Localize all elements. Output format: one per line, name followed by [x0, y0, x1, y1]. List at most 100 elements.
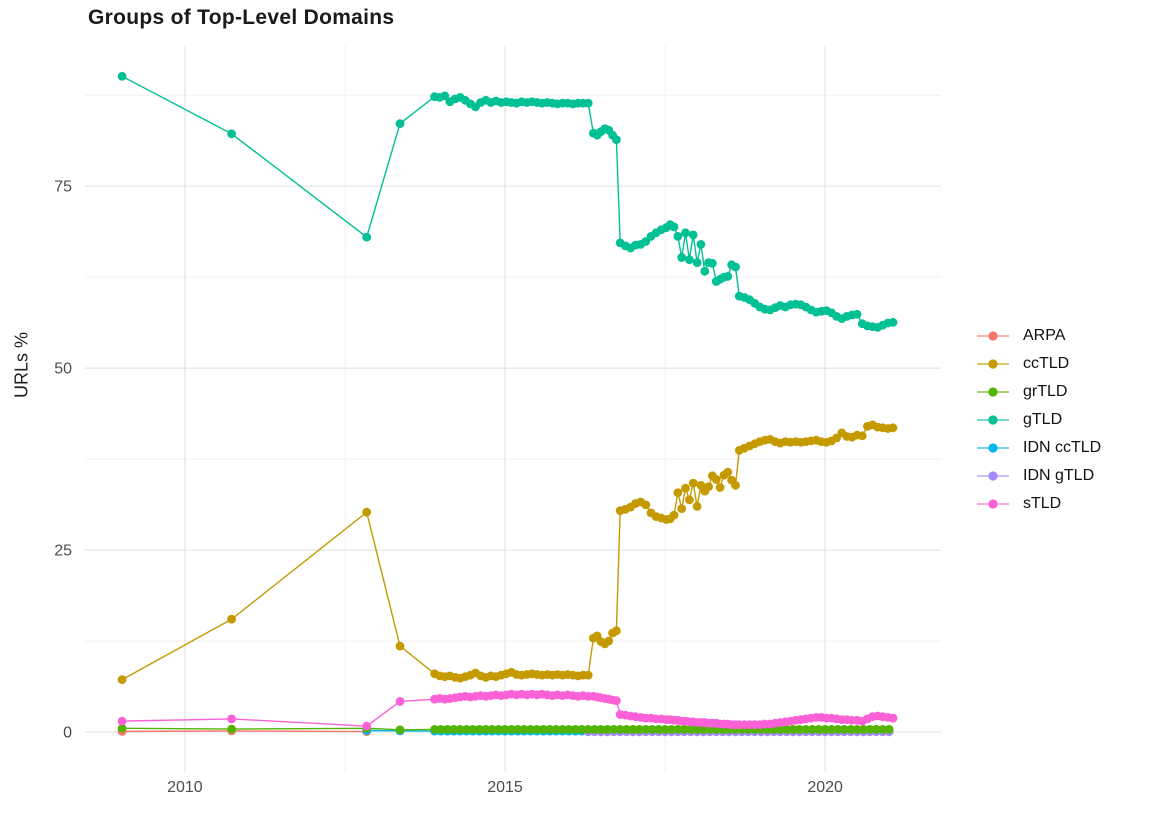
legend-swatch-arpa-icon — [977, 331, 1009, 341]
data-point — [692, 725, 702, 734]
data-point — [711, 475, 721, 484]
data-point — [532, 725, 542, 734]
data-point — [677, 253, 687, 262]
legend-item-idn-gtld: IDN gTLD — [975, 462, 1101, 490]
y-tick-label: 0 — [63, 724, 72, 741]
legend-item-gtld: gTLD — [975, 406, 1101, 434]
data-point — [500, 725, 510, 734]
data-point — [604, 636, 614, 646]
data-point — [455, 725, 465, 734]
data-point — [468, 725, 478, 734]
legend-label: gTLD — [1023, 411, 1063, 428]
data-point — [362, 232, 372, 242]
data-point — [117, 723, 127, 733]
data-point — [852, 309, 862, 319]
series-stld — [117, 689, 898, 731]
data-point — [635, 725, 644, 734]
data-point — [583, 670, 593, 680]
data-point — [686, 725, 696, 734]
data-point — [696, 240, 706, 249]
data-point — [395, 641, 405, 651]
data-point — [227, 724, 237, 734]
data-point — [865, 725, 875, 734]
data-point — [440, 91, 450, 101]
data-point — [681, 228, 690, 238]
x-tick-label: 2015 — [487, 779, 523, 796]
data-point — [852, 725, 862, 734]
data-point — [612, 696, 621, 706]
data-point — [481, 725, 491, 734]
series-line — [122, 730, 367, 733]
data-point — [673, 488, 683, 497]
data-point — [443, 725, 452, 734]
data-point — [839, 725, 849, 734]
data-point — [857, 431, 867, 441]
data-point — [685, 255, 694, 265]
data-point — [681, 483, 690, 493]
data-point — [685, 495, 694, 505]
data-point — [449, 725, 459, 734]
data-point — [609, 725, 619, 734]
series-grtld — [117, 723, 894, 735]
data-point — [571, 725, 580, 734]
data-point — [564, 725, 574, 734]
data-point — [539, 725, 548, 734]
y-tick-label: 75 — [54, 179, 72, 196]
data-point — [577, 725, 587, 734]
data-point — [673, 725, 683, 734]
data-point — [723, 272, 733, 281]
legend-swatch-cctld-icon — [977, 359, 1009, 369]
data-point — [558, 725, 567, 734]
data-point — [667, 725, 676, 734]
data-point — [603, 725, 612, 734]
legend-label: sTLD — [1023, 495, 1062, 512]
data-point — [462, 725, 471, 734]
data-point — [545, 725, 555, 734]
data-point — [641, 500, 651, 510]
data-point — [708, 258, 717, 268]
data-point — [859, 725, 868, 734]
series-gtld — [117, 71, 898, 332]
data-point — [395, 119, 405, 128]
data-point — [807, 725, 817, 734]
data-point — [660, 725, 670, 734]
data-point — [775, 725, 785, 734]
data-point — [647, 725, 657, 734]
y-tick-label: 50 — [54, 361, 72, 378]
data-point — [654, 725, 664, 734]
data-point — [362, 721, 372, 731]
data-point — [814, 725, 824, 734]
data-point — [430, 725, 439, 734]
legend-swatch-grtld-icon — [977, 387, 1009, 397]
data-point — [117, 71, 127, 81]
legend-label: ARPA — [1023, 327, 1066, 344]
data-point — [688, 478, 698, 488]
data-point — [628, 725, 638, 734]
data-point — [596, 725, 606, 734]
data-point — [888, 713, 898, 723]
legend-label: IDN ccTLD — [1023, 439, 1102, 456]
data-point — [551, 725, 561, 734]
legend-item-stld: sTLD — [975, 490, 1101, 518]
data-point — [715, 483, 725, 492]
data-point — [692, 502, 702, 511]
legend-label: grTLD — [1023, 383, 1068, 400]
data-point — [820, 725, 830, 734]
data-point — [612, 135, 621, 145]
data-point — [699, 725, 708, 734]
legend-swatch-stld-icon — [977, 499, 1009, 509]
data-point — [782, 725, 792, 734]
data-point — [117, 716, 127, 726]
legend-label: IDN gTLD — [1023, 467, 1095, 484]
data-point — [436, 725, 446, 734]
chart-title: Groups of Top-Level Domains — [88, 6, 395, 29]
x-tick-label: 2020 — [807, 779, 843, 796]
legend-item-grtld: grTLD — [975, 378, 1101, 406]
data-point — [395, 697, 405, 706]
data-point — [615, 725, 625, 734]
legend: ARPA ccTLD grTLD gTLD IDN ccTLD IDN gTLD sTLD — [975, 322, 1101, 518]
data-point — [888, 317, 898, 327]
legend-label: ccTLD — [1023, 355, 1070, 372]
data-point — [788, 725, 798, 734]
